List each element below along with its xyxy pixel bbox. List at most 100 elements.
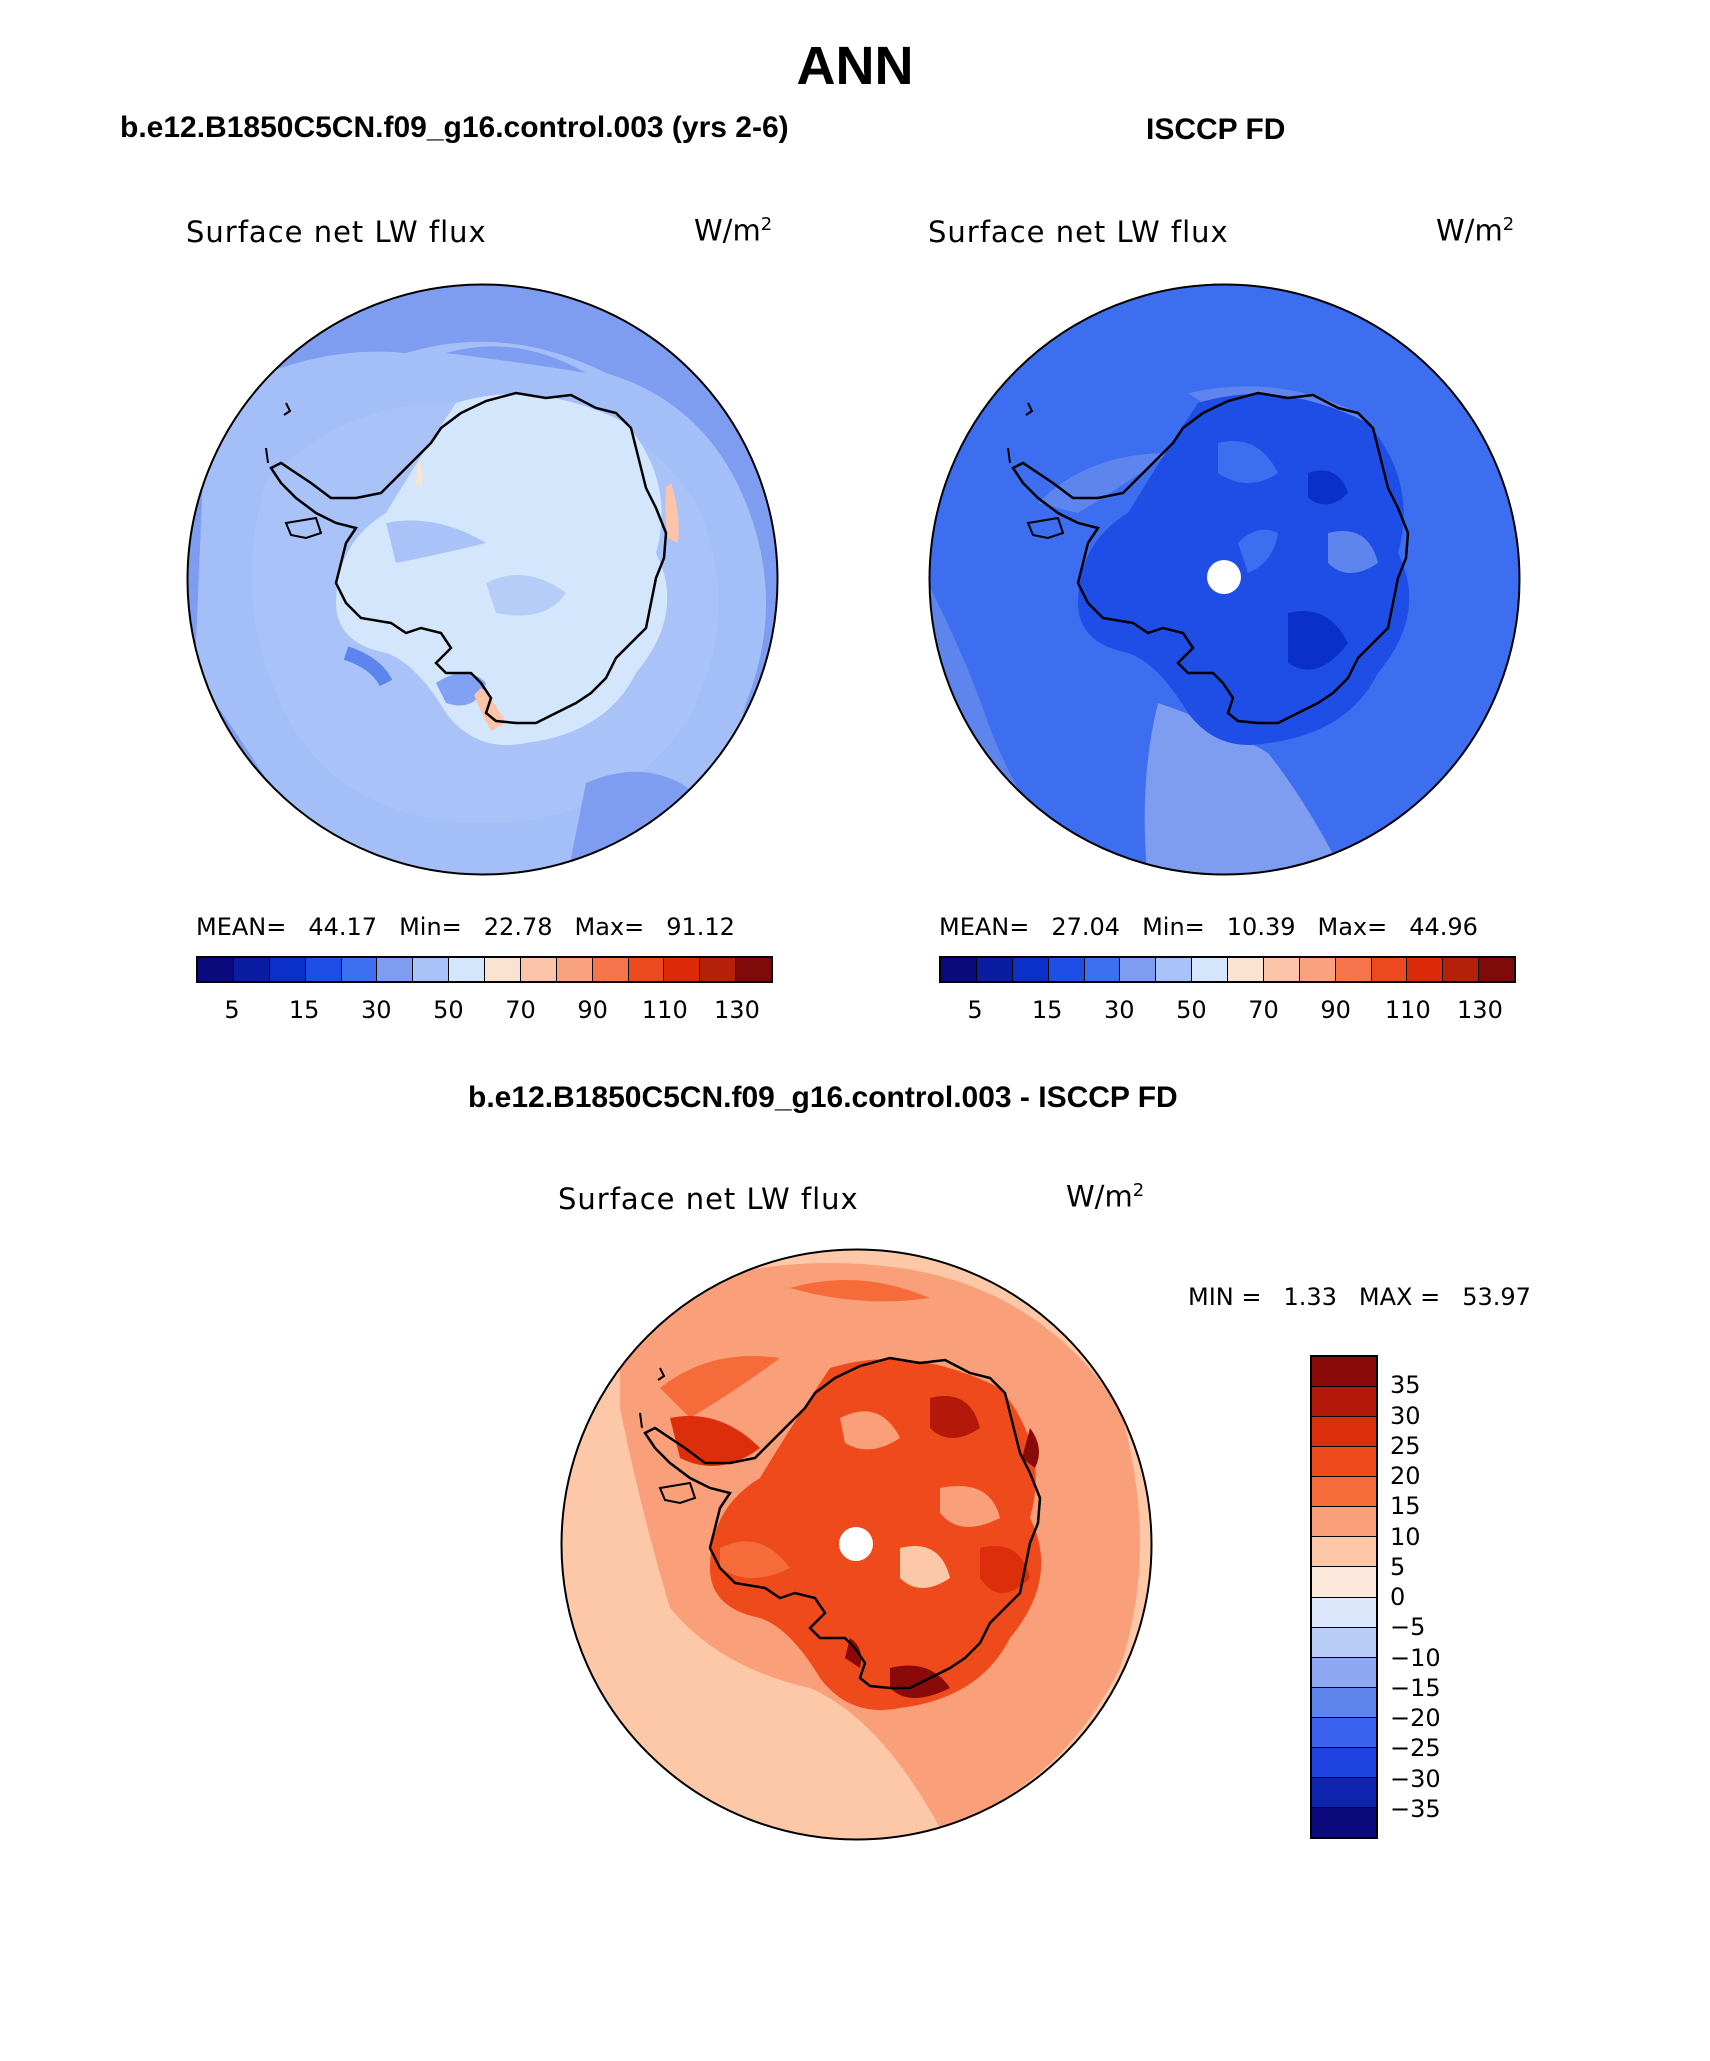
diff-colorbar-tick-label: −25 — [1390, 1734, 1441, 1763]
panel-1-colorbar-tick-label: 90 — [577, 996, 608, 1024]
panel-1-colorbar-swatch — [485, 958, 521, 981]
panel-2-subtitle: ISCCP FD — [1146, 113, 1286, 146]
diff-colorbar-tick-label: −30 — [1390, 1764, 1441, 1793]
diff-colorbar-swatch — [1312, 1657, 1376, 1688]
panel-1-max: 91.12 — [666, 913, 735, 941]
panel-1-colorbar-swatch — [305, 958, 342, 981]
panel-1-colorbar-tick-label: 110 — [641, 996, 688, 1024]
panel-2-colorbar-tick-label: 15 — [1031, 996, 1063, 1024]
diff-colorbar-swatch — [1312, 1417, 1376, 1448]
diff-colorbar-swatch — [1312, 1387, 1376, 1418]
panel-1-colorbar-swatch — [664, 958, 701, 981]
diff-colorbar-swatch — [1312, 1627, 1376, 1658]
diff-colorbar — [1310, 1355, 1378, 1839]
diff-colorbar-swatch — [1312, 1777, 1376, 1808]
panel-1-colorbar-swatch — [449, 958, 485, 981]
panel-1-min-label: Min= — [399, 913, 462, 941]
diff-colorbar-swatch — [1312, 1447, 1376, 1478]
diff-colorbar-swatch — [1312, 1597, 1376, 1628]
panel-2-colorbar-swatch — [1335, 958, 1372, 981]
panel-1-label: Surface net LW flux — [186, 215, 487, 249]
panel-2-colorbar-ticks: 5 15 30 50 70 90 110 130 — [939, 996, 1516, 1026]
panel-2-colorbar-swatch — [1048, 958, 1085, 981]
diff-colorbar-tick-label: 5 — [1390, 1552, 1406, 1581]
panel-1-colorbar-swatch — [233, 958, 270, 981]
diff-colorbar-tick-label: 20 — [1390, 1462, 1421, 1490]
panel-2-colorbar-tick-label: 5 — [967, 996, 983, 1024]
panel-1-min: 22.78 — [483, 913, 553, 941]
diff-colorbar-tick-label: −15 — [1390, 1673, 1441, 1702]
panel-1-colorbar-tick-label: 70 — [505, 996, 536, 1024]
panel-2-colorbar-tick-label: 70 — [1248, 996, 1279, 1024]
panel-2-colorbar-tick-label: 30 — [1104, 996, 1135, 1024]
diff-colorbar-tick-label: −10 — [1390, 1643, 1441, 1672]
diff-colorbar-swatch — [1312, 1747, 1376, 1778]
panel-2-map — [928, 283, 1521, 876]
diff-min-label: MIN = — [1188, 1283, 1262, 1311]
diff-colorbar-swatch — [1312, 1567, 1376, 1598]
main-title: ANN — [796, 36, 914, 96]
diff-colorbar-tick-label: −5 — [1390, 1613, 1426, 1642]
diff-colorbar-tick-label: −35 — [1390, 1794, 1441, 1823]
diff-stats: MIN = 1.33 MAX = 53.97 — [1188, 1282, 1553, 1312]
panel-1-mean: 44.17 — [308, 913, 378, 941]
panel-2-min-label: Min= — [1142, 913, 1205, 941]
diff-colorbar-tick-label: 35 — [1390, 1371, 1421, 1400]
panel-2-max: 44.96 — [1409, 913, 1478, 941]
panel-2-stats: MEAN= 27.04 Min= 10.39 Max= 44.96 — [939, 912, 1500, 942]
panel-1-colorbar-swatch — [592, 958, 629, 981]
panel-1-colorbar-tick-label: 15 — [288, 996, 320, 1024]
diff-colorbar-swatch — [1312, 1687, 1376, 1718]
panel-2-colorbar-swatch — [1299, 958, 1336, 981]
panel-2-colorbar-tick-label: 110 — [1384, 996, 1431, 1024]
panel-2-mean: 27.04 — [1051, 913, 1121, 941]
panel-2-colorbar-swatch — [976, 958, 1013, 981]
diff-max: 53.97 — [1462, 1283, 1531, 1311]
diff-colorbar-swatch — [1312, 1717, 1376, 1748]
panel-2-colorbar-swatch — [1156, 958, 1193, 981]
panel-1-colorbar-swatch — [198, 958, 234, 981]
panel-1-colorbar-swatch — [736, 958, 771, 981]
panel-2-units: W/m2 — [1436, 213, 1515, 248]
panel-1-units: W/m2 — [694, 213, 773, 248]
panel-1-colorbar-swatch — [269, 958, 306, 981]
panel-2-colorbar-tick-label: 130 — [1457, 996, 1503, 1024]
panel-1-colorbar-swatch — [413, 958, 450, 981]
diff-subtitle: b.e12.B1850C5CN.f09_g16.control.003 - IS… — [468, 1081, 1178, 1114]
diff-colorbar-swatch — [1312, 1507, 1376, 1538]
diff-colorbar-ticks: 35 30 25 20 15 10 5 0 −5 −10 −15 −20 −25 −30 −35 — [1390, 1355, 1490, 1839]
panel-1-colorbar-tick-label: 30 — [361, 996, 392, 1024]
panel-1-colorbar-swatch — [377, 958, 414, 981]
panel-2-min: 10.39 — [1226, 913, 1296, 941]
panel-2-colorbar-swatch — [1084, 958, 1121, 981]
panel-2-colorbar-swatch — [1407, 958, 1444, 981]
panel-1-colorbar-tick-label: 5 — [224, 996, 240, 1024]
panel-1-colorbar-swatch — [520, 958, 557, 981]
panel-1-colorbar — [196, 956, 773, 983]
diff-colorbar-tick-label: 10 — [1390, 1522, 1421, 1551]
diff-label: Surface net LW flux — [558, 1182, 859, 1216]
panel-2-colorbar — [939, 956, 1516, 983]
diff-colorbar-swatch — [1312, 1807, 1376, 1837]
diff-min: 1.33 — [1283, 1283, 1337, 1311]
panel-1-stats: MEAN= 44.17 Min= 22.78 Max= 91.12 — [196, 912, 757, 942]
diff-colorbar-tick-label: 15 — [1390, 1492, 1421, 1521]
diff-colorbar-swatch — [1312, 1537, 1376, 1568]
diff-colorbar-tick-label: 0 — [1390, 1583, 1406, 1611]
panel-2-colorbar-swatch — [1443, 958, 1480, 981]
diff-max-label: MAX = — [1358, 1283, 1441, 1311]
panel-1-colorbar-swatch — [628, 958, 665, 981]
panel-2-colorbar-swatch — [941, 958, 977, 981]
panel-2-colorbar-swatch — [1012, 958, 1049, 981]
diff-colorbar-tick-label: −20 — [1390, 1704, 1441, 1732]
panel-2-mean-label: MEAN= — [939, 913, 1030, 941]
panel-1-subtitle: b.e12.B1850C5CN.f09_g16.control.003 (yrs… — [120, 111, 789, 144]
panel-1-colorbar-swatch — [700, 958, 737, 981]
panel-2-colorbar-tick-label: 50 — [1176, 996, 1207, 1024]
panel-2-max-label: Max= — [1317, 913, 1388, 941]
diff-colorbar-swatch — [1312, 1477, 1376, 1508]
diff-colorbar-tick-label: 30 — [1390, 1401, 1421, 1430]
diff-units: W/m2 — [1066, 1179, 1145, 1214]
panel-2-colorbar-tick-label: 90 — [1320, 996, 1351, 1024]
panel-1-colorbar-tick-label: 130 — [714, 996, 760, 1024]
